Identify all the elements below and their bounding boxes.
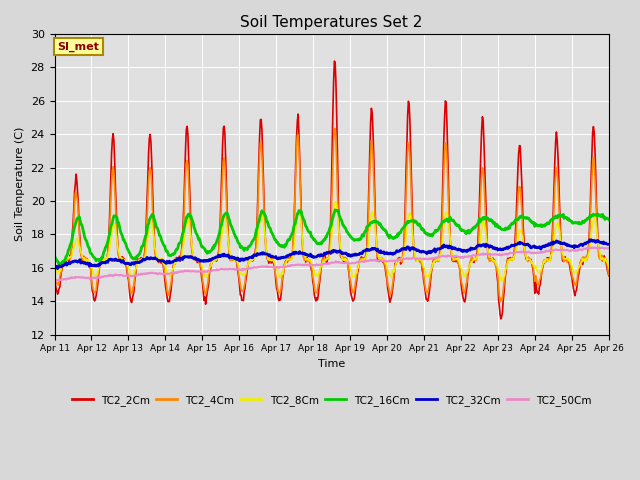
TC2_50Cm <box>400 256 408 262</box>
TC2_50Cm <box>53 277 61 283</box>
TC2_4Cm <box>51 273 58 279</box>
TC2_8Cm <box>416 254 424 260</box>
Legend: TC2_2Cm, TC2_4Cm, TC2_8Cm, TC2_16Cm, TC2_32Cm, TC2_50Cm: TC2_2Cm, TC2_4Cm, TC2_8Cm, TC2_16Cm, TC2… <box>67 391 596 410</box>
TC2_4Cm <box>496 299 504 304</box>
TC2_2Cm <box>605 273 612 278</box>
X-axis label: Time: Time <box>318 359 346 369</box>
TC2_16Cm <box>204 249 212 255</box>
TC2_8Cm <box>174 256 182 262</box>
TC2_2Cm <box>174 258 182 264</box>
TC2_2Cm <box>204 290 211 296</box>
TC2_8Cm <box>61 259 68 264</box>
TC2_4Cm <box>605 272 612 277</box>
TC2_8Cm <box>498 278 506 284</box>
TC2_32Cm <box>400 246 408 252</box>
TC2_2Cm <box>497 316 505 322</box>
TC2_16Cm <box>118 233 126 239</box>
TC2_4Cm <box>174 257 182 263</box>
TC2_32Cm <box>416 249 424 255</box>
TC2_50Cm <box>61 276 69 282</box>
TC2_32Cm <box>51 262 58 268</box>
TC2_8Cm <box>204 272 211 278</box>
TC2_4Cm <box>400 247 408 253</box>
TC2_4Cm <box>332 125 339 131</box>
Line: TC2_8Cm: TC2_8Cm <box>54 202 609 281</box>
TC2_2Cm <box>400 243 408 249</box>
TC2_8Cm <box>400 252 408 258</box>
TC2_16Cm <box>61 256 69 262</box>
TC2_8Cm <box>332 199 339 204</box>
TC2_32Cm <box>118 258 126 264</box>
Y-axis label: Soil Temperature (C): Soil Temperature (C) <box>15 127 25 241</box>
TC2_8Cm <box>51 266 58 272</box>
TC2_50Cm <box>51 277 58 283</box>
TC2_4Cm <box>416 258 424 264</box>
TC2_2Cm <box>416 259 424 265</box>
Text: SI_met: SI_met <box>58 41 99 52</box>
TC2_4Cm <box>61 258 68 264</box>
Title: Soil Temperatures Set 2: Soil Temperatures Set 2 <box>241 15 423 30</box>
Line: TC2_32Cm: TC2_32Cm <box>54 240 609 269</box>
TC2_16Cm <box>51 252 58 258</box>
Line: TC2_50Cm: TC2_50Cm <box>54 247 609 280</box>
TC2_32Cm <box>61 261 69 266</box>
TC2_50Cm <box>204 268 212 274</box>
TC2_32Cm <box>54 266 61 272</box>
TC2_8Cm <box>605 264 612 270</box>
TC2_32Cm <box>204 258 212 264</box>
TC2_8Cm <box>118 255 125 261</box>
TC2_16Cm <box>417 224 424 230</box>
TC2_50Cm <box>118 272 126 278</box>
Line: TC2_2Cm: TC2_2Cm <box>54 61 609 319</box>
Line: TC2_4Cm: TC2_4Cm <box>54 128 609 301</box>
TC2_16Cm <box>332 207 339 213</box>
TC2_16Cm <box>605 216 612 222</box>
TC2_32Cm <box>175 255 182 261</box>
TC2_32Cm <box>605 241 612 247</box>
TC2_16Cm <box>55 262 63 268</box>
TC2_2Cm <box>118 254 125 260</box>
TC2_4Cm <box>204 284 211 290</box>
TC2_2Cm <box>330 58 338 64</box>
TC2_16Cm <box>175 241 182 247</box>
TC2_2Cm <box>61 258 68 264</box>
TC2_16Cm <box>401 224 408 229</box>
TC2_50Cm <box>605 245 612 251</box>
Line: TC2_16Cm: TC2_16Cm <box>54 210 609 265</box>
TC2_4Cm <box>118 258 125 264</box>
TC2_50Cm <box>175 269 182 275</box>
TC2_2Cm <box>51 273 58 278</box>
TC2_50Cm <box>416 255 424 261</box>
TC2_50Cm <box>585 244 593 250</box>
TC2_32Cm <box>588 237 595 242</box>
